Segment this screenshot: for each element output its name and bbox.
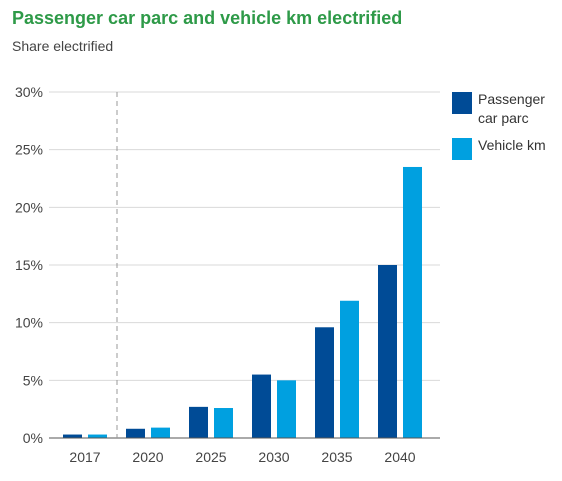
- y-tick: 20%: [15, 199, 43, 215]
- x-axis: 2017 2020 2025 2030 2035 2040: [49, 437, 440, 465]
- x-tick-label: 2035: [321, 449, 352, 465]
- y-tick: 15%: [15, 257, 43, 273]
- bar-passenger-car-parc-2017: [63, 434, 82, 438]
- y-tick: 5%: [23, 372, 43, 388]
- bar-passenger-car-parc-2040: [378, 265, 397, 438]
- legend-swatch: [452, 138, 472, 160]
- bar-vehicle-km-2040: [403, 166, 422, 438]
- y-tick: 10%: [15, 315, 43, 331]
- y-tick-label: 0%: [23, 430, 43, 446]
- bar-vehicle-km-2030: [277, 380, 296, 438]
- x-tick-label: 2030: [258, 449, 289, 465]
- y-axis: 0% 5% 10% 15% 20% 25% 30%: [15, 84, 43, 446]
- x-tick-label: 2040: [384, 449, 415, 465]
- bar-passenger-car-parc-2025: [189, 406, 208, 438]
- y-tick-label: 20%: [15, 199, 43, 215]
- bar-vehicle-km-2020: [151, 427, 170, 438]
- x-tick-label: 2017: [69, 449, 100, 465]
- bars: [63, 166, 422, 438]
- bar-passenger-car-parc-2035: [315, 327, 334, 438]
- bar-vehicle-km-2025: [214, 408, 233, 438]
- legend-swatch: [452, 92, 472, 114]
- chart-subtitle: Share electrified: [12, 38, 114, 54]
- chart-title: Passenger car parc and vehicle km electr…: [12, 8, 403, 28]
- legend-label: Vehicle km: [478, 137, 546, 153]
- bar-passenger-car-parc-2030: [252, 374, 271, 438]
- legend-item-vehicle-km: Vehicle km: [452, 136, 560, 160]
- x-tick-label: 2020: [132, 449, 163, 465]
- y-tick-label: 30%: [15, 84, 43, 100]
- bar-vehicle-km-2017: [88, 434, 107, 438]
- y-tick: 0%: [23, 430, 43, 446]
- bar-passenger-car-parc-2020: [126, 428, 145, 438]
- legend-item-passenger-car-parc: Passenger car parc: [452, 90, 560, 128]
- y-tick-label: 15%: [15, 257, 43, 273]
- y-tick: 30%: [15, 84, 43, 100]
- legend: Passenger car parc Vehicle km: [452, 90, 560, 168]
- y-tick-label: 25%: [15, 142, 43, 158]
- bar-vehicle-km-2035: [340, 300, 359, 438]
- x-tick-label: 2025: [195, 449, 226, 465]
- y-tick-label: 5%: [23, 372, 43, 388]
- y-tick: 25%: [15, 142, 43, 158]
- legend-label: Passenger car parc: [478, 91, 545, 126]
- y-tick-label: 10%: [15, 315, 43, 331]
- gridlines: [49, 91, 440, 381]
